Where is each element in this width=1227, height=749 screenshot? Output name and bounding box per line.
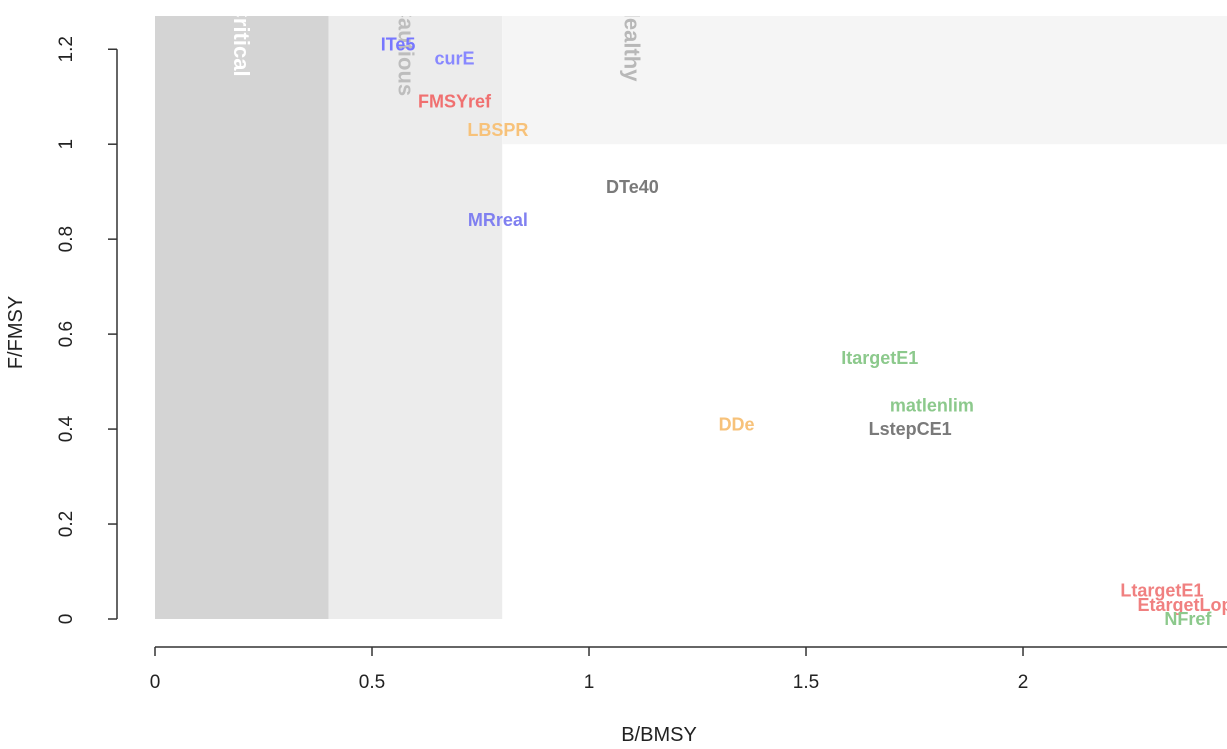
point-label: LtargetE1 xyxy=(1120,581,1203,601)
point-label: MRreal xyxy=(468,210,528,230)
x-tick-label: 0.5 xyxy=(359,672,385,693)
y-tick-label: 0.4 xyxy=(56,415,77,442)
y-tick-label: 1.2 xyxy=(56,36,77,62)
zone-label-cautious: Cautious xyxy=(394,2,419,96)
point-label: DDe xyxy=(719,414,755,434)
point-label: NFref xyxy=(1164,609,1212,629)
point-labels: ITe5 curE FMSYref LBSPR DTe40 MRreal ItargetE1… xyxy=(381,34,1227,629)
point-label: curE xyxy=(434,49,474,69)
zone-critical xyxy=(155,16,329,619)
point-label: matlenlim xyxy=(890,395,974,415)
zone-layer: Critical Cautious Healthy xyxy=(155,2,1227,619)
y-axis-title: F/FMSY xyxy=(5,296,27,369)
y-tick-label: 1 xyxy=(56,139,77,150)
x-tick-label: 2 xyxy=(1018,672,1029,693)
zone-healthy xyxy=(502,16,1227,145)
point-label: DTe40 xyxy=(606,177,659,197)
y-tick-label: 0.2 xyxy=(56,511,77,537)
zone-label-critical: Critical xyxy=(229,2,254,77)
point-label: LstepCE1 xyxy=(869,419,952,439)
point-label: ITe5 xyxy=(381,34,416,54)
y-tick-label: 0 xyxy=(56,614,77,625)
x-tick-label: 1 xyxy=(584,672,595,693)
point-label: FMSYref xyxy=(418,91,492,111)
point-label: EtargetLopt xyxy=(1137,595,1227,615)
axes: 0 0.5 1 1.5 2 0 0.2 0.4 0.6 0.8 1 1.2 xyxy=(56,36,1227,693)
zone-label-healthy: Healthy xyxy=(619,2,644,82)
zone-cautious xyxy=(328,16,503,619)
x-tick-label: 1.5 xyxy=(793,672,819,693)
point-label: LBSPR xyxy=(467,120,528,140)
y-tick-label: 0.8 xyxy=(56,226,77,252)
x-axis-title: B/BMSY xyxy=(621,724,697,746)
x-tick-label: 0 xyxy=(150,672,161,693)
point-label: ItargetE1 xyxy=(841,348,918,368)
y-tick-label: 0.6 xyxy=(56,321,77,347)
